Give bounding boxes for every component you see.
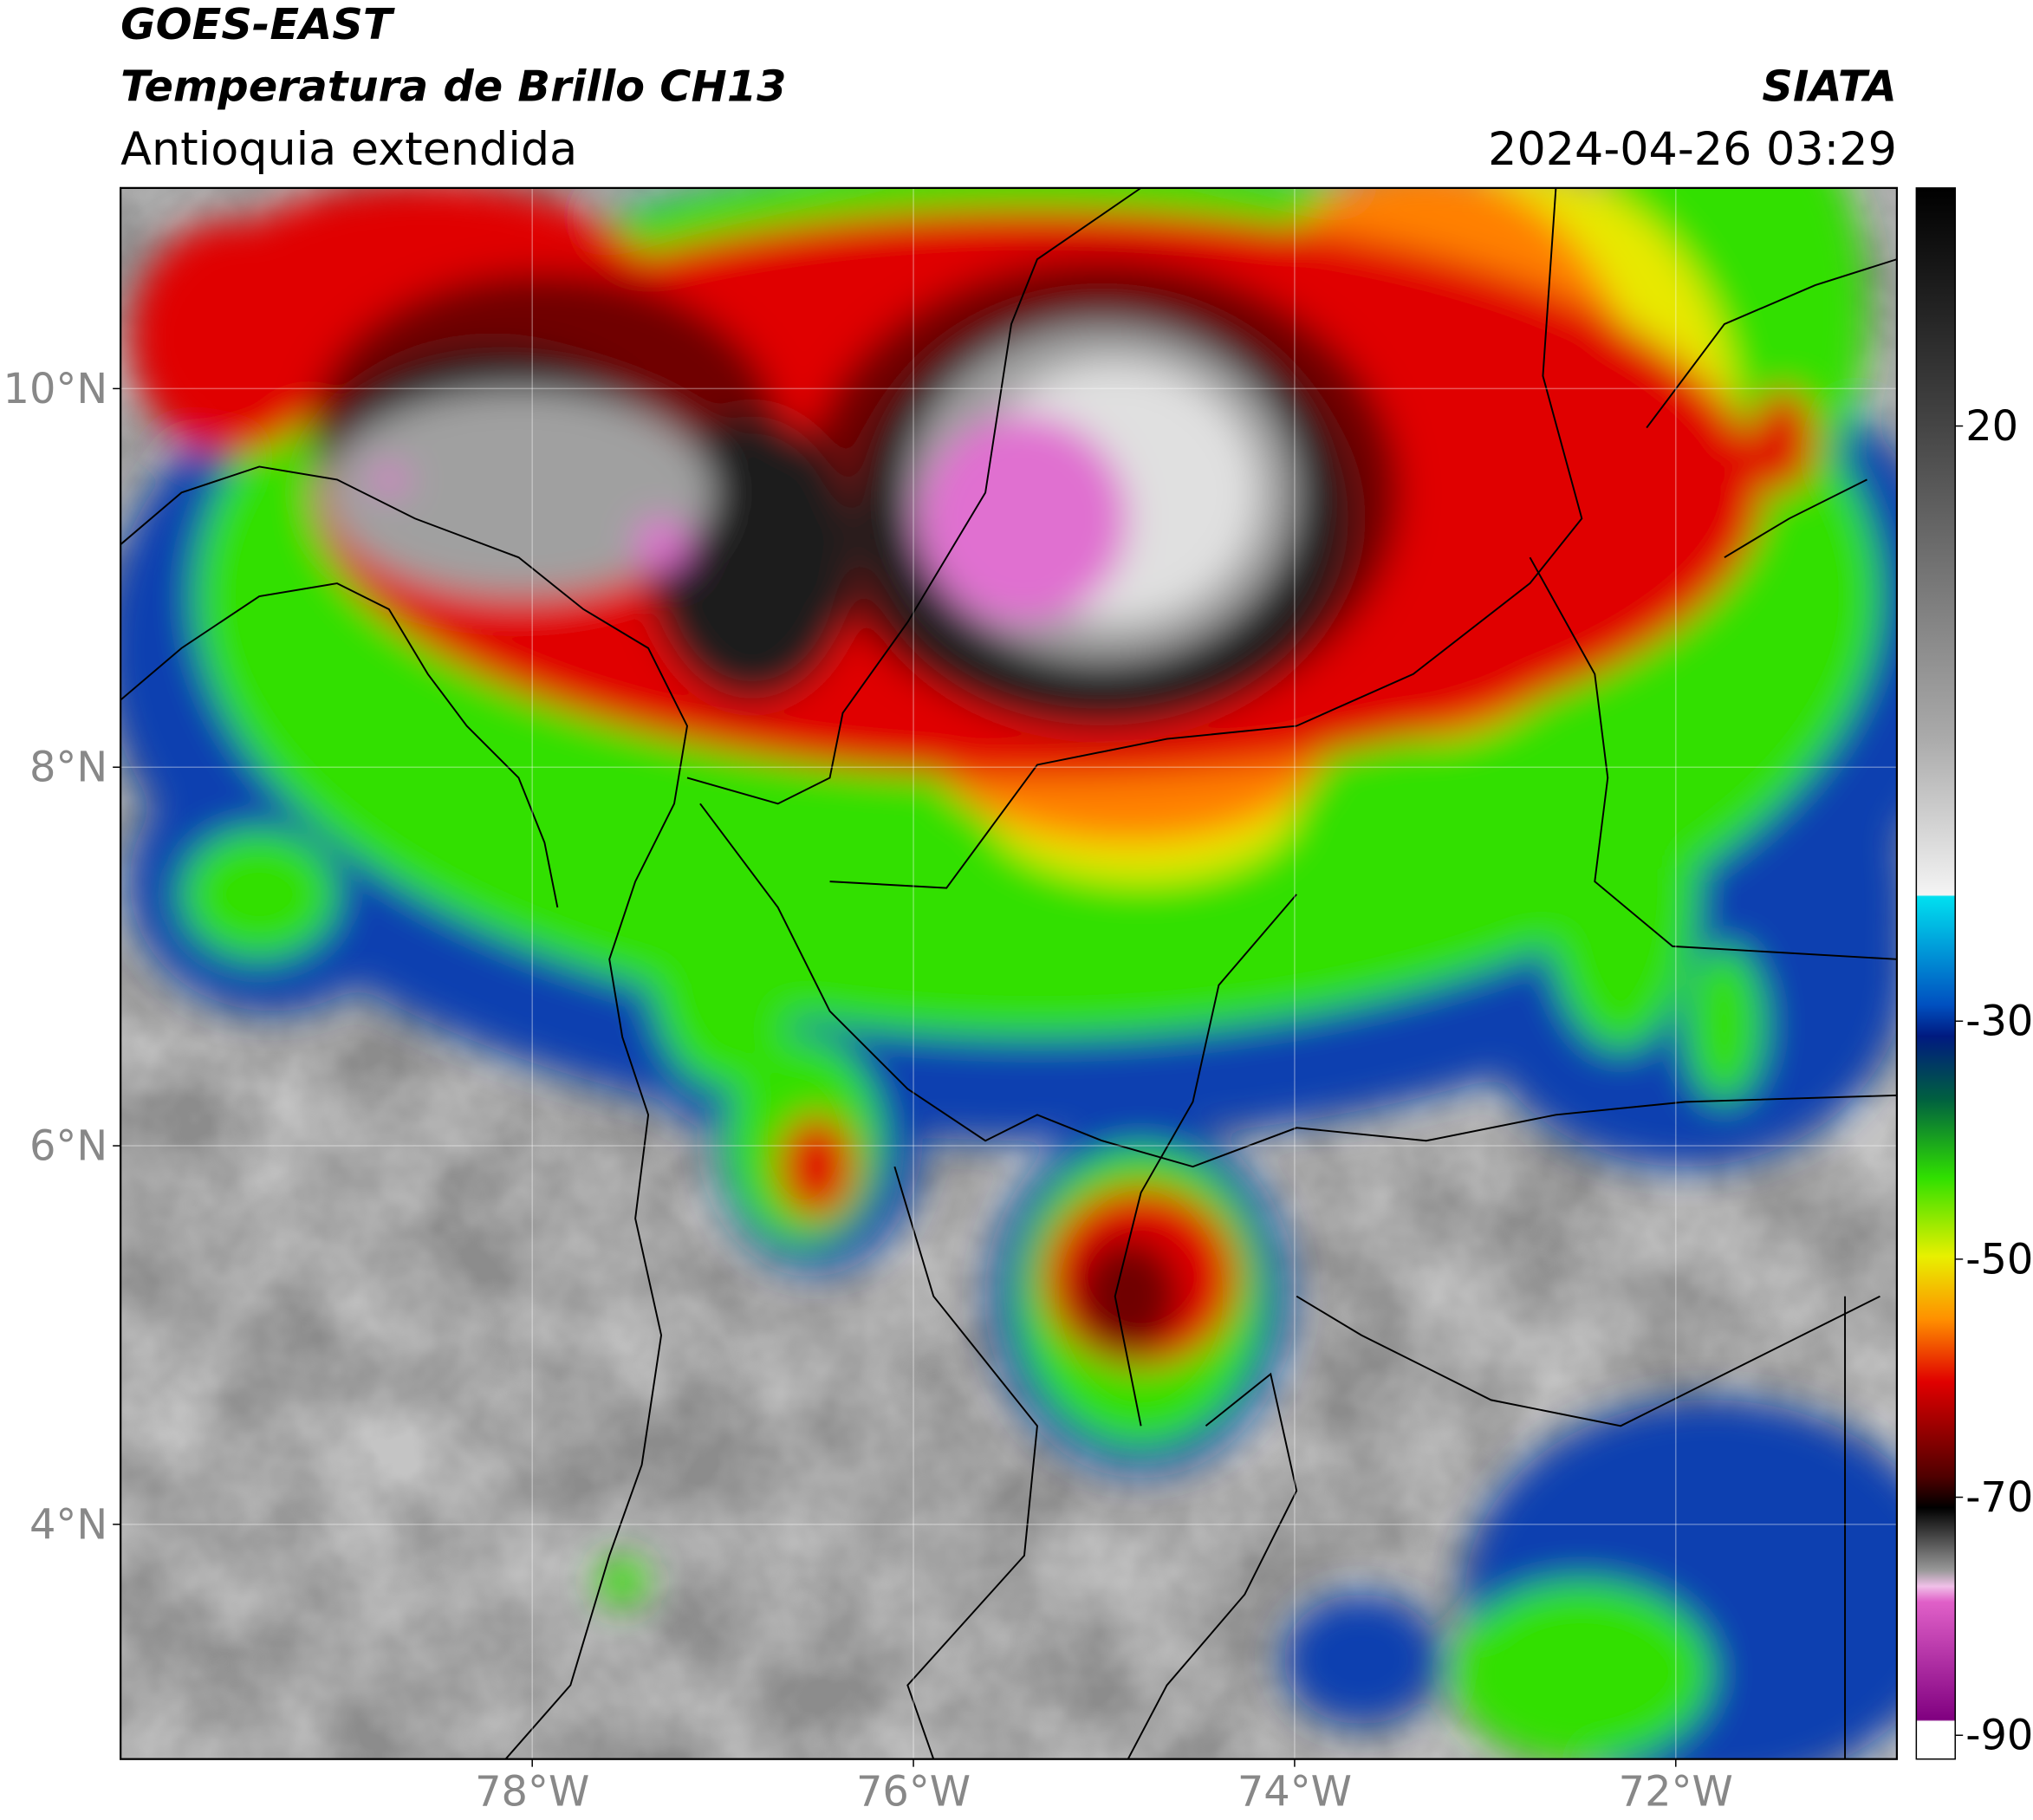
map-frame bbox=[120, 186, 1899, 1760]
colorbar-tick-label: -30 bbox=[1965, 998, 2033, 1046]
x-tick-label: 74°W bbox=[1237, 1769, 1352, 1817]
y-tick-label: 4°N bbox=[29, 1501, 107, 1549]
title: GOES-EAST bbox=[120, 0, 395, 49]
satellite-image bbox=[120, 187, 1897, 1759]
y-tick-label: 6°N bbox=[29, 1123, 107, 1171]
colorbar-tick-label: -90 bbox=[1965, 1713, 2033, 1760]
y-tick-label: 10°N bbox=[3, 366, 108, 413]
subtitle: Temperatura de Brillo CH13 bbox=[120, 62, 786, 112]
colorbar bbox=[1915, 187, 1956, 1760]
x-tick-label: 78°W bbox=[475, 1769, 589, 1817]
borders bbox=[120, 187, 1897, 1759]
region: Antioquia extendida bbox=[120, 123, 577, 176]
colorbar-tick-label: -50 bbox=[1965, 1236, 2033, 1284]
datetime: 2024-04-26 03:29 bbox=[1488, 123, 1897, 176]
y-tick-label: 8°N bbox=[29, 744, 107, 792]
colorbar-tick-label: -70 bbox=[1965, 1474, 2033, 1522]
source: SIATA bbox=[1762, 62, 1896, 112]
x-tick-label: 76°W bbox=[856, 1769, 971, 1817]
x-tick-label: 72°W bbox=[1619, 1769, 1733, 1817]
colorbar-tick-label: 20 bbox=[1965, 403, 2018, 451]
